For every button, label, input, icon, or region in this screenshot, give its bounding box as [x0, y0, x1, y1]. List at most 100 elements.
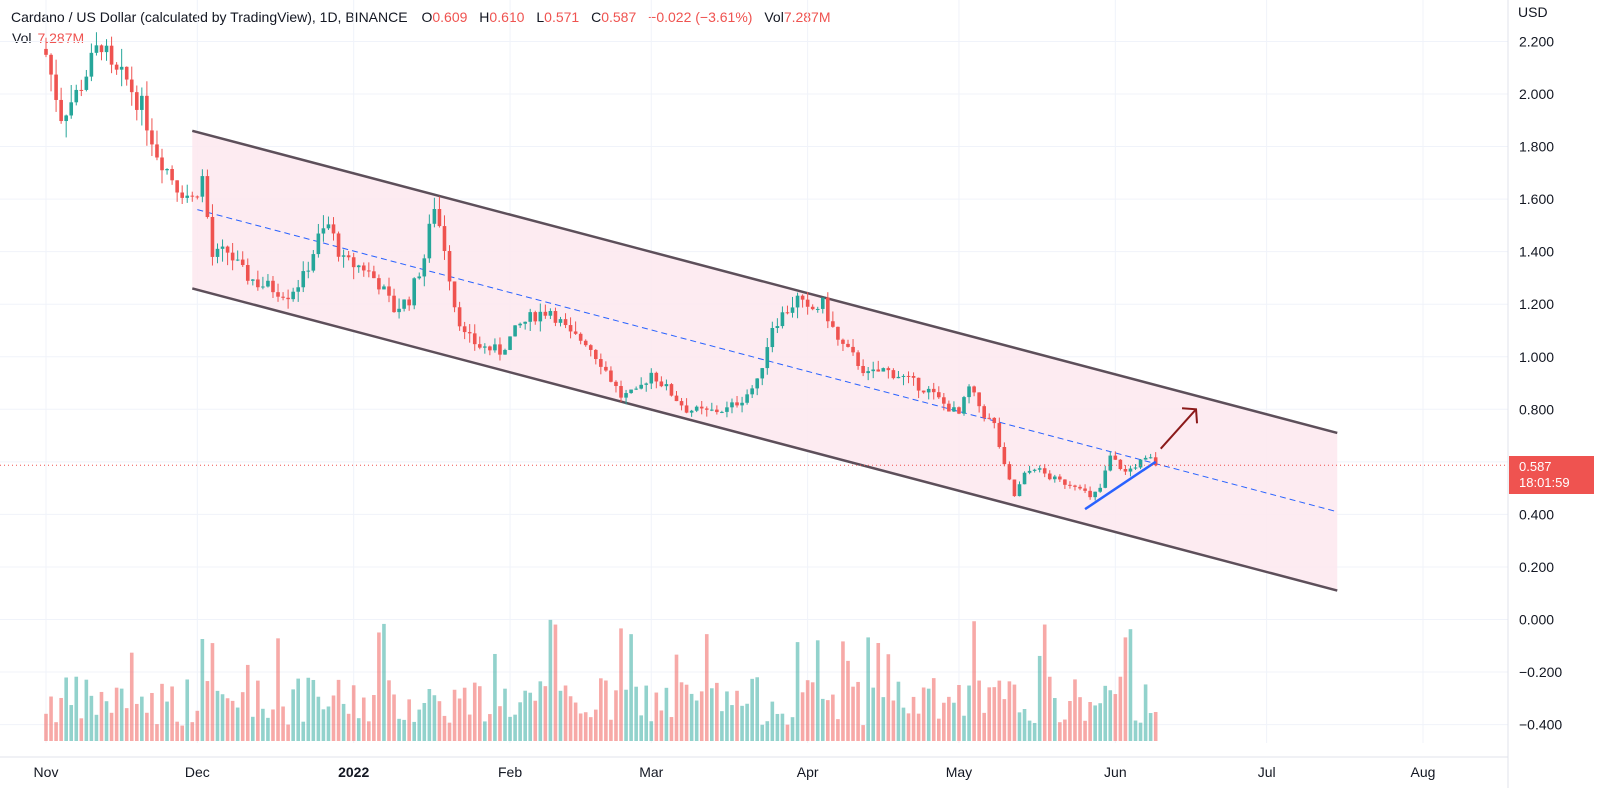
volume-bar: [220, 694, 225, 741]
volume-bar: [1128, 629, 1133, 741]
candle-body: [987, 417, 992, 419]
candle-body: [230, 252, 235, 261]
volume-bar: [124, 708, 129, 741]
channel-midline: [197, 209, 1338, 513]
time-tick-label: Jul: [1258, 764, 1276, 780]
candle-body: [659, 381, 664, 387]
volume-bar: [74, 676, 79, 741]
volume-bar: [387, 680, 391, 741]
volume-bar: [977, 680, 981, 741]
volume-bar: [296, 678, 300, 741]
candle-body: [503, 349, 507, 355]
candle-body: [609, 370, 613, 382]
volume-bar: [1027, 720, 1032, 741]
candle-body: [760, 368, 765, 379]
volume-bar: [674, 654, 679, 741]
volume-bar: [760, 724, 765, 741]
volume-bar: [351, 685, 356, 741]
candle-body: [654, 372, 659, 382]
volume-bar: [664, 687, 669, 741]
volume-bar: [1037, 655, 1042, 741]
volume-bar: [185, 679, 190, 741]
candle-body: [190, 195, 195, 197]
volume-bar: [619, 628, 623, 741]
open-label: O: [421, 9, 433, 25]
candle-body: [326, 224, 331, 229]
price-tick-label: 0.000: [1519, 612, 1554, 628]
volume-bar: [962, 715, 966, 741]
candle-body: [997, 423, 1002, 447]
symbol-title[interactable]: Cardano / US Dollar (calculated by Tradi…: [11, 9, 408, 25]
candle-body: [861, 365, 865, 374]
volume-bar: [624, 689, 628, 741]
open-value: 0.609: [432, 9, 468, 25]
volume-bar: [240, 692, 245, 741]
candle-body: [493, 344, 497, 351]
candle-body: [291, 291, 295, 300]
candle-body: [437, 209, 442, 227]
candle-body: [820, 297, 825, 309]
candle-body: [311, 254, 316, 271]
volume-bar: [1083, 720, 1087, 741]
candle-body: [962, 397, 966, 414]
volume-bar: [921, 687, 926, 741]
volume-bar: [770, 701, 775, 741]
candle-body: [805, 299, 810, 307]
candle-body: [129, 79, 134, 93]
candle-body: [483, 346, 487, 348]
candle-body: [210, 216, 215, 257]
close-value: 0.587: [601, 9, 637, 25]
candle-body: [89, 52, 94, 77]
volume-bar: [992, 687, 997, 741]
time-tick-label: Aug: [1411, 764, 1436, 780]
volume-bar: [356, 718, 361, 741]
time-tick-label: Jun: [1104, 764, 1127, 780]
candle-body: [921, 390, 926, 393]
volume-bar: [311, 679, 316, 741]
candle-body: [170, 169, 174, 181]
close-label: C: [591, 9, 602, 25]
volume-bar: [377, 632, 381, 741]
candle-body: [150, 130, 154, 145]
price-axis-unit[interactable]: USD: [1518, 4, 1548, 20]
candle-body: [543, 311, 548, 316]
candle-body: [1068, 484, 1072, 486]
volume-bar: [604, 680, 608, 741]
bar-countdown: 18:01:59: [1519, 475, 1570, 490]
candle-body: [1027, 470, 1032, 473]
volume-bar: [1088, 702, 1092, 741]
volume-bar: [89, 695, 94, 741]
volume-bar: [528, 692, 533, 741]
candle-body: [1078, 486, 1082, 489]
candle-body: [49, 54, 53, 75]
candle-body: [397, 308, 401, 313]
volume-bar: [180, 725, 184, 741]
volume-bar: [588, 717, 593, 741]
price-tick-label: 2.200: [1519, 33, 1554, 49]
candle-body: [185, 195, 190, 198]
candle-body: [1053, 476, 1057, 480]
volume-bar: [432, 695, 437, 741]
candle-body: [931, 388, 936, 393]
volume-bar: [407, 699, 411, 741]
candle-body: [518, 323, 522, 326]
candle-body: [59, 99, 63, 122]
candle-body: [281, 296, 285, 298]
volume-bar: [316, 696, 321, 741]
candle-body: [119, 66, 124, 70]
candle-body: [447, 251, 452, 282]
candle-body: [1017, 484, 1022, 497]
candle-body: [624, 393, 628, 398]
price-tick-label: −0.400: [1519, 717, 1562, 733]
candle-body: [457, 307, 462, 327]
volume-bar: [997, 680, 1002, 741]
candle-body: [538, 311, 543, 322]
candle-body: [583, 340, 588, 346]
candle-body: [755, 378, 760, 389]
candle-body: [780, 312, 785, 327]
volume-bar: [957, 684, 961, 741]
volume-bar: [498, 706, 502, 741]
volume-legend[interactable]: Vol 7.287M: [12, 30, 84, 46]
candle-body: [488, 346, 492, 351]
